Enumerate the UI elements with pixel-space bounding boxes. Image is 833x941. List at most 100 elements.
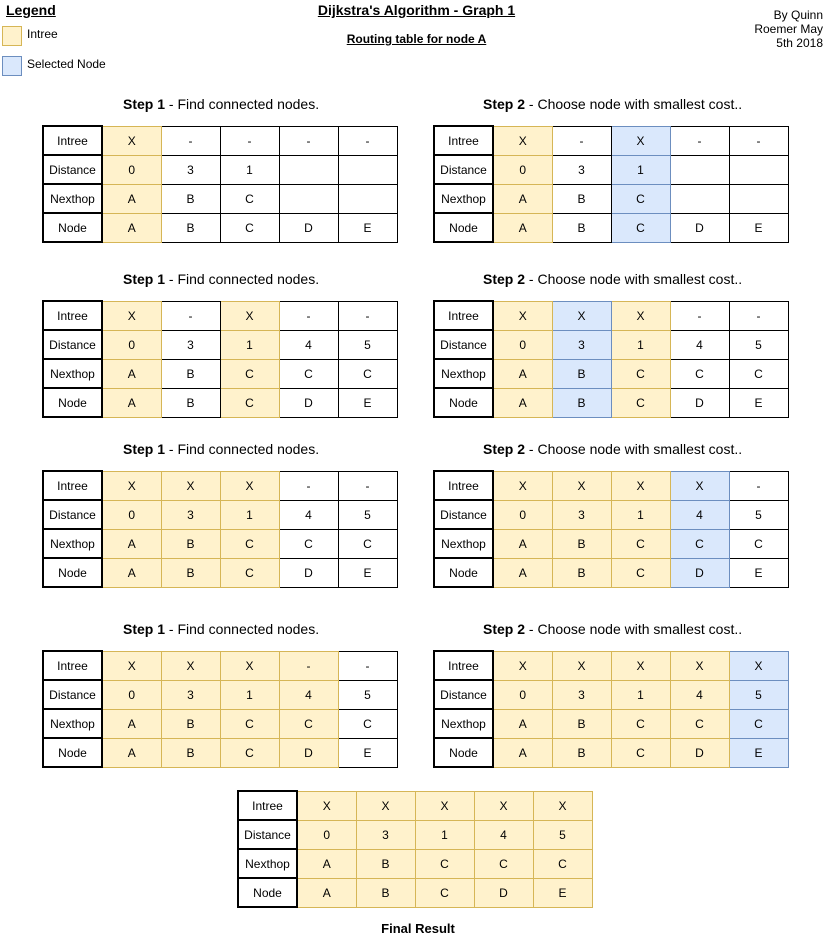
table-cell: -: [551, 125, 612, 156]
legend-title: Legend: [6, 2, 56, 18]
routing-table: Intree X - X - - Distance 0 3 1 4 5 Nexthop A B C C C Node…: [42, 300, 398, 418]
routing-table: Intree X X X - - Distance 0 3 1 4 5 Nexthop A B C C C Node…: [42, 470, 398, 588]
table-cell: 4: [669, 679, 730, 710]
table-cell: 4: [669, 499, 730, 530]
row-label: Nexthop: [433, 358, 494, 389]
table-row: Node A B C D E: [42, 557, 398, 588]
row-label: Node: [42, 557, 103, 588]
table-cell: X: [492, 470, 553, 501]
table-cell: A: [492, 528, 553, 559]
table-cell: B: [160, 528, 221, 559]
table-cell: C: [219, 387, 280, 418]
table-cell: D: [278, 387, 339, 418]
table-row: Node A B C D E: [433, 737, 789, 768]
table-cell: 3: [551, 154, 612, 185]
table-cell: B: [160, 557, 221, 588]
table-row: Nexthop A B C: [433, 183, 789, 214]
table-row: Nexthop A B C C C: [433, 358, 789, 389]
table-cell: C: [414, 848, 475, 879]
table-cell: -: [278, 125, 339, 156]
routing-table: Intree X X X - - Distance 0 3 1 4 5 Nexthop A B C C C Node…: [42, 650, 398, 768]
table-cell: X: [728, 650, 789, 681]
table-row: Nexthop A B C C C: [237, 848, 593, 879]
table-cell: D: [278, 212, 339, 243]
routing-table: Intree X X X X - Distance 0 3 1 4 5 Nexthop A B C C C Node…: [433, 470, 789, 588]
table-cell: C: [532, 848, 593, 879]
table-cell: [337, 183, 398, 214]
table-cell: E: [337, 557, 398, 588]
table-row: Distance 0 3 1 4 5: [42, 499, 398, 530]
table-cell: X: [473, 790, 534, 821]
legend-intree-swatch: [2, 26, 22, 46]
table-cell: -: [337, 125, 398, 156]
row-label: Distance: [433, 329, 494, 360]
table-cell: [728, 183, 789, 214]
table-cell: 4: [278, 679, 339, 710]
table-row: Intree X - X - -: [433, 125, 789, 156]
table-cell: A: [101, 212, 162, 243]
table-row: Nexthop A B C C C: [42, 528, 398, 559]
row-label: Intree: [433, 470, 494, 501]
table-row: Node A B C D E: [433, 387, 789, 418]
table-cell: A: [492, 183, 553, 214]
step2-caption: Step 2 - Choose node with smallest cost.…: [483, 96, 743, 112]
table-cell: 1: [219, 329, 280, 360]
row-label: Intree: [42, 300, 103, 331]
table-row: Nexthop A B C C C: [433, 528, 789, 559]
table-cell: C: [610, 557, 671, 588]
table-cell: C: [219, 212, 280, 243]
table-cell: 1: [610, 679, 671, 710]
step1-caption: Step 1 - Find connected nodes.: [123, 441, 320, 457]
table-cell: B: [551, 358, 612, 389]
table-cell: X: [101, 125, 162, 156]
table-cell: 0: [492, 329, 553, 360]
row-label: Distance: [433, 499, 494, 530]
row-label: Distance: [42, 679, 103, 710]
row-label: Nexthop: [433, 183, 494, 214]
table-cell: X: [160, 650, 221, 681]
table-cell: [278, 154, 339, 185]
table-cell: C: [278, 708, 339, 739]
table-cell: [728, 154, 789, 185]
table-cell: X: [492, 650, 553, 681]
row-label: Intree: [433, 300, 494, 331]
table-cell: [337, 154, 398, 185]
row-label: Intree: [42, 125, 103, 156]
row-label: Node: [433, 557, 494, 588]
row-label: Node: [42, 737, 103, 768]
table-cell: D: [669, 212, 730, 243]
table-cell: X: [296, 790, 357, 821]
table-cell: 3: [160, 679, 221, 710]
table-cell: X: [669, 650, 730, 681]
table-row: Distance 0 3 1 4 5: [433, 679, 789, 710]
table-cell: B: [551, 183, 612, 214]
page-subtitle: Routing table for node A: [346, 32, 487, 46]
table-row: Distance 0 3 1: [42, 154, 398, 185]
row-label: Node: [433, 387, 494, 418]
table-cell: C: [728, 358, 789, 389]
table-row: Intree X X X - -: [42, 650, 398, 681]
table-cell: A: [101, 557, 162, 588]
table-cell: 0: [296, 819, 357, 850]
table-cell: -: [337, 300, 398, 331]
table-row: Intree X - - - -: [42, 125, 398, 156]
table-cell: 3: [355, 819, 416, 850]
table-cell: 3: [551, 329, 612, 360]
table-cell: X: [355, 790, 416, 821]
table-cell: 5: [337, 499, 398, 530]
table-cell: B: [160, 387, 221, 418]
table-cell: C: [610, 528, 671, 559]
table-cell: B: [355, 877, 416, 908]
table-cell: D: [473, 877, 534, 908]
table-cell: -: [160, 300, 221, 331]
table-row: Distance 0 3 1 4 5: [237, 819, 593, 850]
table-cell: [669, 154, 730, 185]
table-cell: 0: [492, 679, 553, 710]
row-label: Intree: [42, 650, 103, 681]
table-cell: D: [278, 737, 339, 768]
table-cell: A: [101, 183, 162, 214]
table-cell: E: [728, 737, 789, 768]
table-cell: 0: [101, 679, 162, 710]
table-cell: D: [669, 737, 730, 768]
row-label: Distance: [42, 329, 103, 360]
